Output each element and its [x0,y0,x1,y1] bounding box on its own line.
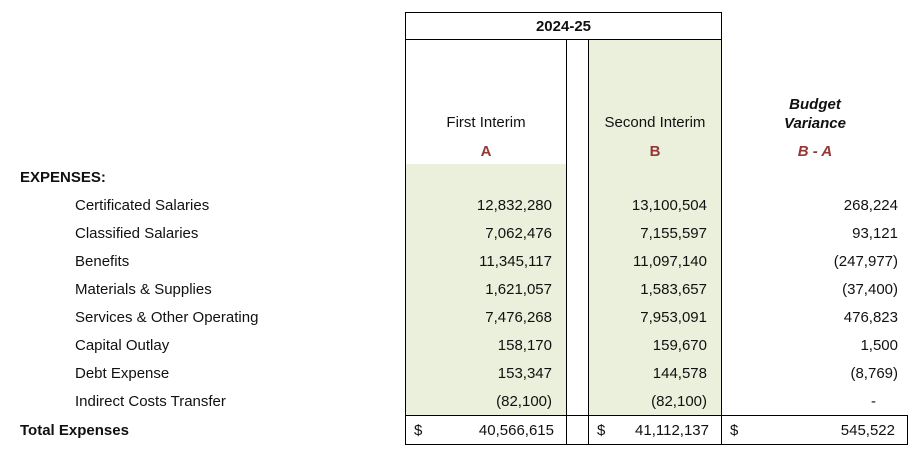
cell-second-interim: 7,155,597 [588,219,722,247]
total-second-interim-value: 41,112,137 [635,421,709,439]
column-letter-row: A B B - A [0,138,908,164]
cell-variance: (247,977) [833,252,898,270]
second-interim-label: Second Interim [604,114,706,131]
spacer-cell [567,331,588,359]
spacer-cell [567,247,588,275]
cell-second-interim: 7,953,091 [588,303,722,331]
column-header-row: First Interim Second Interim Budget Vari… [0,40,908,138]
col-header-second-interim: Second Interim [588,40,722,138]
table-row: Capital Outlay 158,170 159,670 1,500 [0,331,908,359]
cell-variance: 1,500 [860,336,898,354]
empty-cell [722,164,908,191]
cell-variance: 476,823 [843,308,898,326]
table-row: Indirect Costs Transfer (82,100) (82,100… [0,387,908,415]
empty-cell [0,12,405,40]
col-header-first-interim: First Interim [405,40,567,138]
row-label: Indirect Costs Transfer [75,392,226,410]
year-header: 2024-25 [405,12,722,40]
empty-cell [722,12,908,40]
cell-variance: 268,224 [843,196,898,214]
spacer-cell [567,275,588,303]
spacer-cell [567,359,588,387]
total-row: Total Expenses $ 40,566,615 $ 41,112,137… [0,415,908,445]
cell-second-interim: 13,100,504 [588,191,722,219]
cell-variance: (37,400) [842,280,898,298]
table-row: Classified Salaries 7,062,476 7,155,597 … [0,219,908,247]
table-row: Services & Other Operating 7,476,268 7,9… [0,303,908,331]
cell-first-interim: (82,100) [405,387,567,415]
year-row: 2024-25 [0,12,908,40]
currency-symbol: $ [597,421,606,439]
cell-second-interim: 1,583,657 [588,275,722,303]
section-header-row: EXPENSES: [0,164,908,191]
total-first-interim: $ 40,566,615 [405,415,567,445]
cell-first-interim: 153,347 [405,359,567,387]
table-row: Benefits 11,345,117 11,097,140 (247,977) [0,247,908,275]
spacer-cell [567,40,588,138]
spacer-cell [567,191,588,219]
cell-second-interim: 11,097,140 [588,247,722,275]
cell-variance: (8,769) [850,364,898,382]
row-label: Materials & Supplies [75,280,212,298]
spacer-cell [567,387,588,415]
row-label: Debt Expense [75,364,170,382]
empty-cell [588,164,722,191]
empty-cell [405,164,567,191]
table-row: Certificated Salaries 12,832,280 13,100,… [0,191,908,219]
currency-symbol: $ [730,421,739,439]
cell-second-interim: (82,100) [588,387,722,415]
spacer-cell [567,138,588,164]
spacer-cell [567,415,588,445]
cell-first-interim: 7,062,476 [405,219,567,247]
cell-first-interim: 158,170 [405,331,567,359]
row-label: Services & Other Operating [75,308,259,326]
first-interim-label: First Interim [446,114,526,131]
total-variance-value: 545,522 [840,421,895,439]
cell-first-interim: 1,621,057 [405,275,567,303]
empty-cell [0,40,405,138]
total-second-interim: $ 41,112,137 [588,415,722,445]
cell-first-interim: 11,345,117 [405,247,567,275]
table-row: Debt Expense 153,347 144,578 (8,769) [0,359,908,387]
cell-variance: - [871,392,876,410]
cell-variance: 93,121 [852,224,898,242]
section-title: EXPENSES: [20,169,106,186]
budget-variance-label-line1: Budget [789,96,841,113]
spacer-cell [567,303,588,331]
total-label: Total Expenses [20,421,129,439]
cell-first-interim: 12,832,280 [405,191,567,219]
currency-symbol: $ [414,421,423,439]
cell-first-interim: 7,476,268 [405,303,567,331]
row-label: Benefits [75,252,130,270]
row-label: Certificated Salaries [75,196,210,214]
table-row: Materials & Supplies 1,621,057 1,583,657… [0,275,908,303]
budget-variance-label-line2: Variance [784,115,846,132]
total-first-interim-value: 40,566,615 [478,421,554,439]
row-label: Classified Salaries [75,224,199,242]
spacer-cell [567,164,588,191]
cell-second-interim: 159,670 [588,331,722,359]
cell-second-interim: 144,578 [588,359,722,387]
column-letter-b: B [588,138,722,164]
row-label: Capital Outlay [75,336,170,354]
total-variance: $ 545,522 [722,415,908,445]
empty-cell [0,138,405,164]
column-letter-b-minus-a: B - A [797,142,833,160]
col-header-budget-variance: Budget Variance [722,40,908,138]
column-letter-a: A [405,138,567,164]
spacer-cell [567,219,588,247]
